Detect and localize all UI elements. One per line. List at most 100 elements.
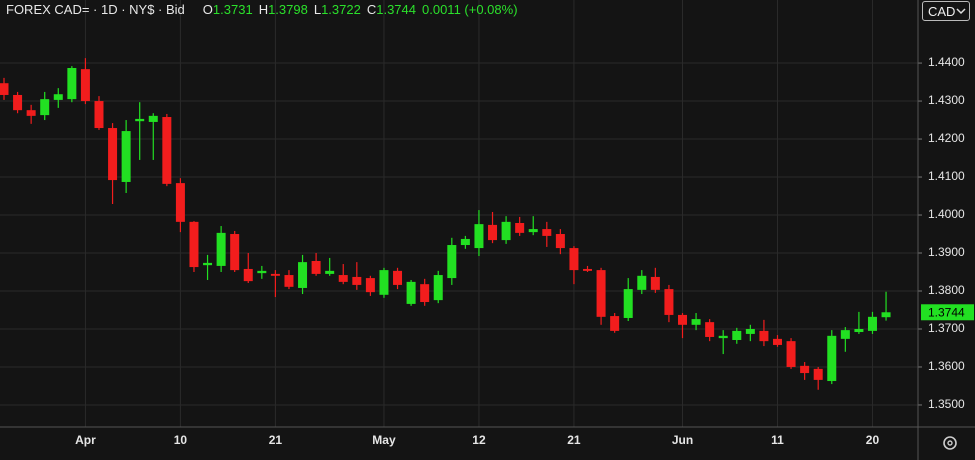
candle-body bbox=[230, 234, 240, 271]
candle-body bbox=[270, 273, 280, 276]
candle-body bbox=[175, 183, 185, 222]
symbol: FOREX CAD= · 1D · NY$ · Bid bbox=[6, 2, 185, 17]
candle-body bbox=[460, 238, 470, 246]
quote-value: 1.3744 bbox=[376, 2, 416, 17]
candle-body bbox=[718, 335, 728, 339]
quote-value: 1.3731 bbox=[212, 2, 253, 17]
candle-body bbox=[623, 289, 633, 318]
candle-body bbox=[542, 229, 552, 236]
header: FOREX CAD= · 1D · NY$ · Bid O 1.3731 H 1.3… bbox=[6, 2, 518, 20]
candle-body bbox=[162, 117, 172, 184]
y-tick-label: 1.3900 bbox=[928, 245, 965, 259]
x-tick-label: 12 bbox=[472, 433, 486, 447]
candle-body bbox=[365, 278, 375, 293]
quote-label: L bbox=[313, 2, 322, 17]
candle-body bbox=[840, 330, 850, 339]
x-tick-label: 10 bbox=[174, 433, 188, 447]
candle-body bbox=[298, 262, 308, 288]
candle-body bbox=[650, 276, 660, 290]
candle-body bbox=[705, 322, 715, 337]
candle-body bbox=[596, 270, 606, 317]
candle-body bbox=[759, 330, 769, 342]
candle-body bbox=[515, 222, 525, 233]
candle-body bbox=[216, 232, 226, 266]
candle-body bbox=[501, 221, 511, 241]
x-tick-label: Apr bbox=[75, 433, 96, 447]
candle-body bbox=[121, 131, 131, 182]
candle-body bbox=[664, 289, 674, 315]
candle-body bbox=[678, 314, 687, 325]
candle-body bbox=[203, 262, 213, 266]
candle-body bbox=[732, 330, 742, 341]
candle-body bbox=[447, 245, 457, 279]
x-tick-label: 20 bbox=[866, 433, 880, 447]
candle-body bbox=[433, 275, 443, 301]
quote-value: 1.3798 bbox=[268, 2, 308, 17]
y-tick-label: 1.3500 bbox=[928, 397, 965, 411]
plot: 1.3500 1.3600 1.3700 1.3800 1.3900 1.4000 1.41… bbox=[0, 0, 974, 447]
candle-body bbox=[881, 312, 891, 318]
quote-label: C bbox=[366, 2, 377, 17]
gear-inner bbox=[947, 440, 953, 446]
settings-icon[interactable] bbox=[943, 436, 957, 450]
x-tick-label: May bbox=[372, 433, 396, 447]
candle-body bbox=[352, 276, 362, 285]
y-tick-label: 1.4200 bbox=[928, 131, 965, 145]
candle-body bbox=[800, 365, 810, 374]
candle-body bbox=[420, 284, 430, 303]
candle-body bbox=[135, 118, 145, 122]
candle-body bbox=[94, 101, 104, 129]
candle-body bbox=[379, 270, 389, 295]
y-tick-label: 1.3700 bbox=[928, 321, 965, 335]
candle-body bbox=[610, 316, 620, 331]
candle-body bbox=[26, 110, 36, 116]
y-tick-label: 1.3800 bbox=[928, 283, 965, 297]
candle-body bbox=[53, 94, 63, 100]
candle-body bbox=[148, 115, 158, 122]
dropdown-arrow bbox=[956, 8, 966, 15]
candle-body bbox=[338, 275, 348, 282]
x-tick-label: 21 bbox=[269, 433, 283, 447]
candle-body bbox=[406, 281, 416, 304]
change: 0.0011 (+0.08%) bbox=[422, 2, 518, 17]
candle-body bbox=[189, 221, 199, 268]
x-tick-label: 21 bbox=[567, 433, 581, 447]
last-price-tag bbox=[921, 304, 974, 321]
y-tick-label: 1.4000 bbox=[928, 207, 965, 221]
candle-body bbox=[813, 368, 823, 380]
candle-body bbox=[772, 338, 782, 345]
candle-body bbox=[528, 229, 538, 233]
candle-body bbox=[311, 260, 321, 274]
quote-label: H bbox=[258, 2, 269, 17]
candle-body bbox=[827, 335, 837, 382]
candle-body bbox=[325, 270, 335, 274]
y-tick-label: 1.4100 bbox=[928, 169, 965, 183]
candle-body bbox=[867, 316, 877, 331]
x-tick-label: 11 bbox=[771, 433, 784, 447]
candle-body bbox=[488, 224, 498, 241]
candle-body bbox=[13, 94, 23, 111]
candle-body bbox=[569, 248, 579, 271]
candle-body bbox=[555, 234, 565, 249]
candle-body bbox=[257, 270, 267, 274]
y-tick-label: 1.4300 bbox=[928, 93, 965, 107]
candle-body bbox=[40, 99, 50, 116]
candle-body bbox=[108, 128, 118, 181]
candle-body bbox=[0, 83, 9, 95]
candle-body bbox=[786, 341, 796, 367]
gear-outer bbox=[943, 436, 957, 450]
y-tick-label: 1.3600 bbox=[928, 359, 965, 373]
currency: CAD bbox=[928, 4, 956, 19]
candle-body bbox=[243, 268, 253, 282]
candle-body bbox=[284, 275, 294, 287]
quote-value: 1.3722 bbox=[321, 2, 361, 17]
quote-label: O bbox=[202, 2, 213, 17]
candle-body bbox=[637, 275, 647, 290]
currency-selector[interactable]: CAD bbox=[922, 1, 970, 21]
candle-body bbox=[393, 270, 403, 285]
candle-body bbox=[691, 319, 701, 325]
last-price-label: 1.3744 bbox=[928, 305, 965, 319]
candle-body bbox=[854, 328, 864, 333]
